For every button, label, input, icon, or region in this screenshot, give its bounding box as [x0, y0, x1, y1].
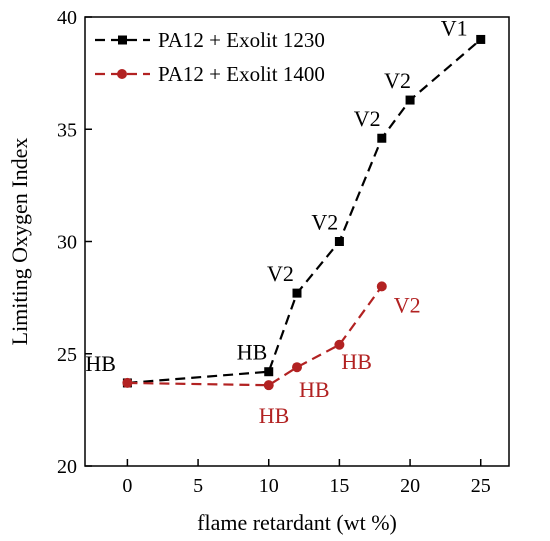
legend: PA12 + Exolit 1230 PA12 + Exolit 1400 — [95, 28, 325, 86]
legend-marker-square — [118, 35, 127, 45]
y-tick-label: 25 — [57, 344, 77, 366]
legend-marker-circle — [117, 69, 127, 79]
y-tick-label: 40 — [57, 7, 77, 29]
point-label: V2 — [394, 292, 421, 317]
data-point-square — [476, 34, 486, 44]
point-label: V2 — [384, 68, 411, 93]
data-point-square — [377, 133, 387, 143]
legend-entry-1: PA12 + Exolit 1230 — [95, 28, 325, 52]
point-label: HB — [259, 403, 290, 428]
data-point-circle — [292, 362, 302, 373]
series-line — [127, 38, 482, 385]
y-axis-title: Limiting Oxygen Index — [7, 138, 32, 346]
series-2 — [122, 281, 387, 391]
series-group — [122, 34, 486, 391]
data-point-circle — [376, 281, 387, 292]
x-tick-label: 25 — [471, 475, 491, 497]
point-label: HB — [299, 377, 330, 402]
x-tick-label: 5 — [193, 475, 203, 497]
legend-label: PA12 + Exolit 1230 — [158, 28, 325, 52]
legend-entry-2: PA12 + Exolit 1400 — [95, 62, 325, 86]
y-tick-label: 30 — [57, 232, 77, 254]
point-label: V2 — [267, 261, 294, 286]
point-label: V2 — [354, 106, 381, 131]
point-label: HB — [341, 349, 372, 374]
axes: 0 5 10 15 20 25 20 25 30 35 40 — [57, 7, 491, 497]
point-label: HB — [237, 340, 268, 365]
point-label: V1 — [441, 15, 468, 40]
y-tick-label: 35 — [57, 119, 77, 141]
data-point-circle — [263, 380, 274, 391]
x-tick-label: 15 — [329, 475, 349, 497]
series-line — [127, 285, 383, 387]
data-point-square — [405, 95, 415, 105]
data-point-circle — [334, 339, 345, 350]
data-point-square — [292, 288, 302, 298]
data-point-circle — [122, 377, 133, 388]
data-point-square — [264, 367, 274, 377]
data-point-square — [334, 237, 344, 246]
x-axis-title: flame retardant (wt %) — [197, 510, 397, 535]
series-1 — [122, 34, 486, 388]
point-label: HB — [85, 351, 116, 376]
x-tick-label: 0 — [122, 475, 132, 497]
x-tick-label: 20 — [400, 475, 420, 497]
point-label: V2 — [311, 210, 338, 235]
legend-label: PA12 + Exolit 1400 — [158, 62, 325, 86]
x-tick-label: 10 — [259, 475, 279, 497]
y-tick-label: 20 — [57, 456, 77, 478]
